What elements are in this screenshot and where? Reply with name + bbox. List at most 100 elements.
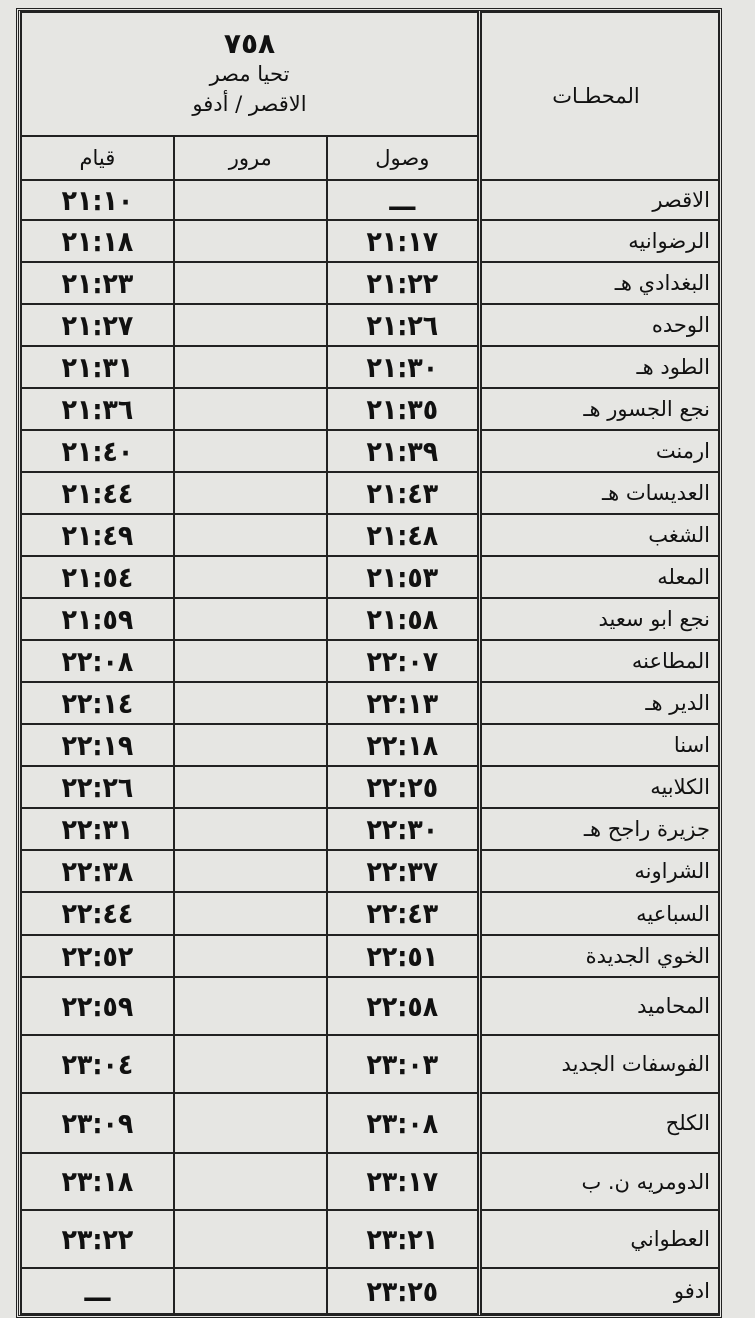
- pass-time: [172, 681, 328, 725]
- pass-time: [172, 345, 328, 389]
- table-row: الكلابيه ٢٢:٢٥ ٢٢:٢٦: [20, 765, 720, 809]
- station-name: البغدادي هـ: [477, 261, 720, 305]
- station-name: الرضوانيه: [477, 219, 720, 263]
- pass-time: [172, 179, 328, 221]
- departure-time: ٢٢:٥٢: [20, 934, 175, 978]
- arrival-time: ٢٢:٠٧: [325, 639, 481, 683]
- pass-time: [172, 471, 328, 515]
- departure-time: ٢١:٢٧: [20, 303, 175, 347]
- train-number: ٧٥٨: [223, 27, 276, 60]
- arrival-time: ٢١:٥٨: [325, 597, 481, 641]
- departure-time: ٢١:١٠: [20, 179, 175, 221]
- table-row: العطواني ٢٣:٢١ ٢٣:٢٢: [20, 1209, 720, 1269]
- pass-time: [172, 1034, 328, 1094]
- pass-time: [172, 429, 328, 473]
- pass-time: [172, 387, 328, 431]
- station-name: نجع الجسور هـ: [477, 387, 720, 431]
- table-row: جزيرة راجح هـ ٢٢:٣٠ ٢٢:٣١: [20, 807, 720, 851]
- pass-time: [172, 261, 328, 305]
- arrival-time: ٢٢:١٣: [325, 681, 481, 725]
- table-row: الشراونه ٢٢:٣٧ ٢٢:٣٨: [20, 849, 720, 893]
- arrival-time: ٢٢:٤٣: [325, 891, 481, 936]
- table-row: البغدادي هـ ٢١:٢٢ ٢١:٢٣: [20, 261, 720, 305]
- arrival-time: ـــ: [325, 179, 481, 221]
- table-row: المطاعنه ٢٢:٠٧ ٢٢:٠٨: [20, 639, 720, 683]
- arrival-time: ٢٢:٥١: [325, 934, 481, 978]
- departure-time: ٢١:٥٩: [20, 597, 175, 641]
- departure-time: ٢١:٥٤: [20, 555, 175, 599]
- arrival-header: وصول: [325, 135, 481, 181]
- pass-time: [172, 1209, 328, 1269]
- pass-time: [172, 723, 328, 767]
- station-name: الدير هـ: [477, 681, 720, 725]
- departure-time: ٢٢:٢٦: [20, 765, 175, 809]
- table-row: السباعيه ٢٢:٤٣ ٢٢:٤٤: [20, 891, 720, 936]
- departure-time: ٢٢:٤٤: [20, 891, 175, 936]
- station-name: المطاعنه: [477, 639, 720, 683]
- arrival-time: ٢١:٣٥: [325, 387, 481, 431]
- pass-time: [172, 1152, 328, 1211]
- table-row: نجع الجسور هـ ٢١:٣٥ ٢١:٣٦: [20, 387, 720, 431]
- arrival-time: ٢١:٣٩: [325, 429, 481, 473]
- pass-time: [172, 1267, 328, 1315]
- arrival-time: ٢١:٤٣: [325, 471, 481, 515]
- stations-header: المحطـات: [477, 11, 720, 181]
- table-row: الدير هـ ٢٢:١٣ ٢٢:١٤: [20, 681, 720, 725]
- station-name: الشراونه: [477, 849, 720, 893]
- departure-time: ٢١:٤٠: [20, 429, 175, 473]
- station-name: العديسات هـ: [477, 471, 720, 515]
- station-name: الفوسفات الجديد: [477, 1034, 720, 1094]
- station-name: السباعيه: [477, 891, 720, 936]
- station-name: المحاميد: [477, 976, 720, 1036]
- departure-time: ٢١:٤٤: [20, 471, 175, 515]
- departure-time: ٢١:٢٣: [20, 261, 175, 305]
- train-header: ٧٥٨ تحيا مصر الاقصر / أدفو: [20, 11, 481, 137]
- pass-time: [172, 849, 328, 893]
- departure-time: ٢٣:٠٩: [20, 1092, 175, 1154]
- station-name: اسنا: [477, 723, 720, 767]
- arrival-time: ٢٣:١٧: [325, 1152, 481, 1211]
- table-row: الخوي الجديدة ٢٢:٥١ ٢٢:٥٢: [20, 934, 720, 978]
- arrival-time: ٢١:٢٢: [325, 261, 481, 305]
- departure-time: ٢١:٣١: [20, 345, 175, 389]
- pass-time: [172, 219, 328, 263]
- departure-time: ٢٢:٣٨: [20, 849, 175, 893]
- arrival-time: ٢٣:٠٣: [325, 1034, 481, 1094]
- table-row: الفوسفات الجديد ٢٣:٠٣ ٢٣:٠٤: [20, 1034, 720, 1094]
- station-name: ادفو: [477, 1267, 720, 1315]
- table-row: العديسات هـ ٢١:٤٣ ٢١:٤٤: [20, 471, 720, 515]
- train-name: تحيا مصر: [209, 62, 290, 86]
- arrival-time: ٢٣:٢١: [325, 1209, 481, 1269]
- arrival-time: ٢١:٢٦: [325, 303, 481, 347]
- station-name: ارمنت: [477, 429, 720, 473]
- arrival-time: ٢٢:٥٨: [325, 976, 481, 1036]
- station-name: نجع ابو سعيد: [477, 597, 720, 641]
- station-name: المعله: [477, 555, 720, 599]
- train-timetable: المحطـات ٧٥٨ تحيا مصر الاقصر / أدفو وصول…: [20, 11, 720, 1315]
- arrival-time: ٢١:٥٣: [325, 555, 481, 599]
- departure-header: قيام: [20, 135, 175, 181]
- arrival-time: ٢١:٣٠: [325, 345, 481, 389]
- pass-time: [172, 891, 328, 936]
- table-row: الوحده ٢١:٢٦ ٢١:٢٧: [20, 303, 720, 347]
- table-row: الكلح ٢٣:٠٨ ٢٣:٠٩: [20, 1092, 720, 1154]
- station-name: الكلابيه: [477, 765, 720, 809]
- station-name: الوحده: [477, 303, 720, 347]
- pass-time: [172, 639, 328, 683]
- station-name: الطود هـ: [477, 345, 720, 389]
- table-row: اسنا ٢٢:١٨ ٢٢:١٩: [20, 723, 720, 767]
- station-name: الكلح: [477, 1092, 720, 1154]
- departure-time: ٢١:١٨: [20, 219, 175, 263]
- pass-time: [172, 1092, 328, 1154]
- train-route: الاقصر / أدفو: [192, 92, 307, 116]
- table-row: الاقصر ـــ ٢١:١٠: [20, 179, 720, 221]
- departure-time: ٢٣:٢٢: [20, 1209, 175, 1269]
- pass-time: [172, 976, 328, 1036]
- pass-time: [172, 807, 328, 851]
- table-row: نجع ابو سعيد ٢١:٥٨ ٢١:٥٩: [20, 597, 720, 641]
- table-row: الدومريه ن. ب ٢٣:١٧ ٢٣:١٨: [20, 1152, 720, 1211]
- departure-time: ٢١:٤٩: [20, 513, 175, 557]
- arrival-time: ٢٣:٠٨: [325, 1092, 481, 1154]
- station-name: الخوي الجديدة: [477, 934, 720, 978]
- departure-time: ٢٣:١٨: [20, 1152, 175, 1211]
